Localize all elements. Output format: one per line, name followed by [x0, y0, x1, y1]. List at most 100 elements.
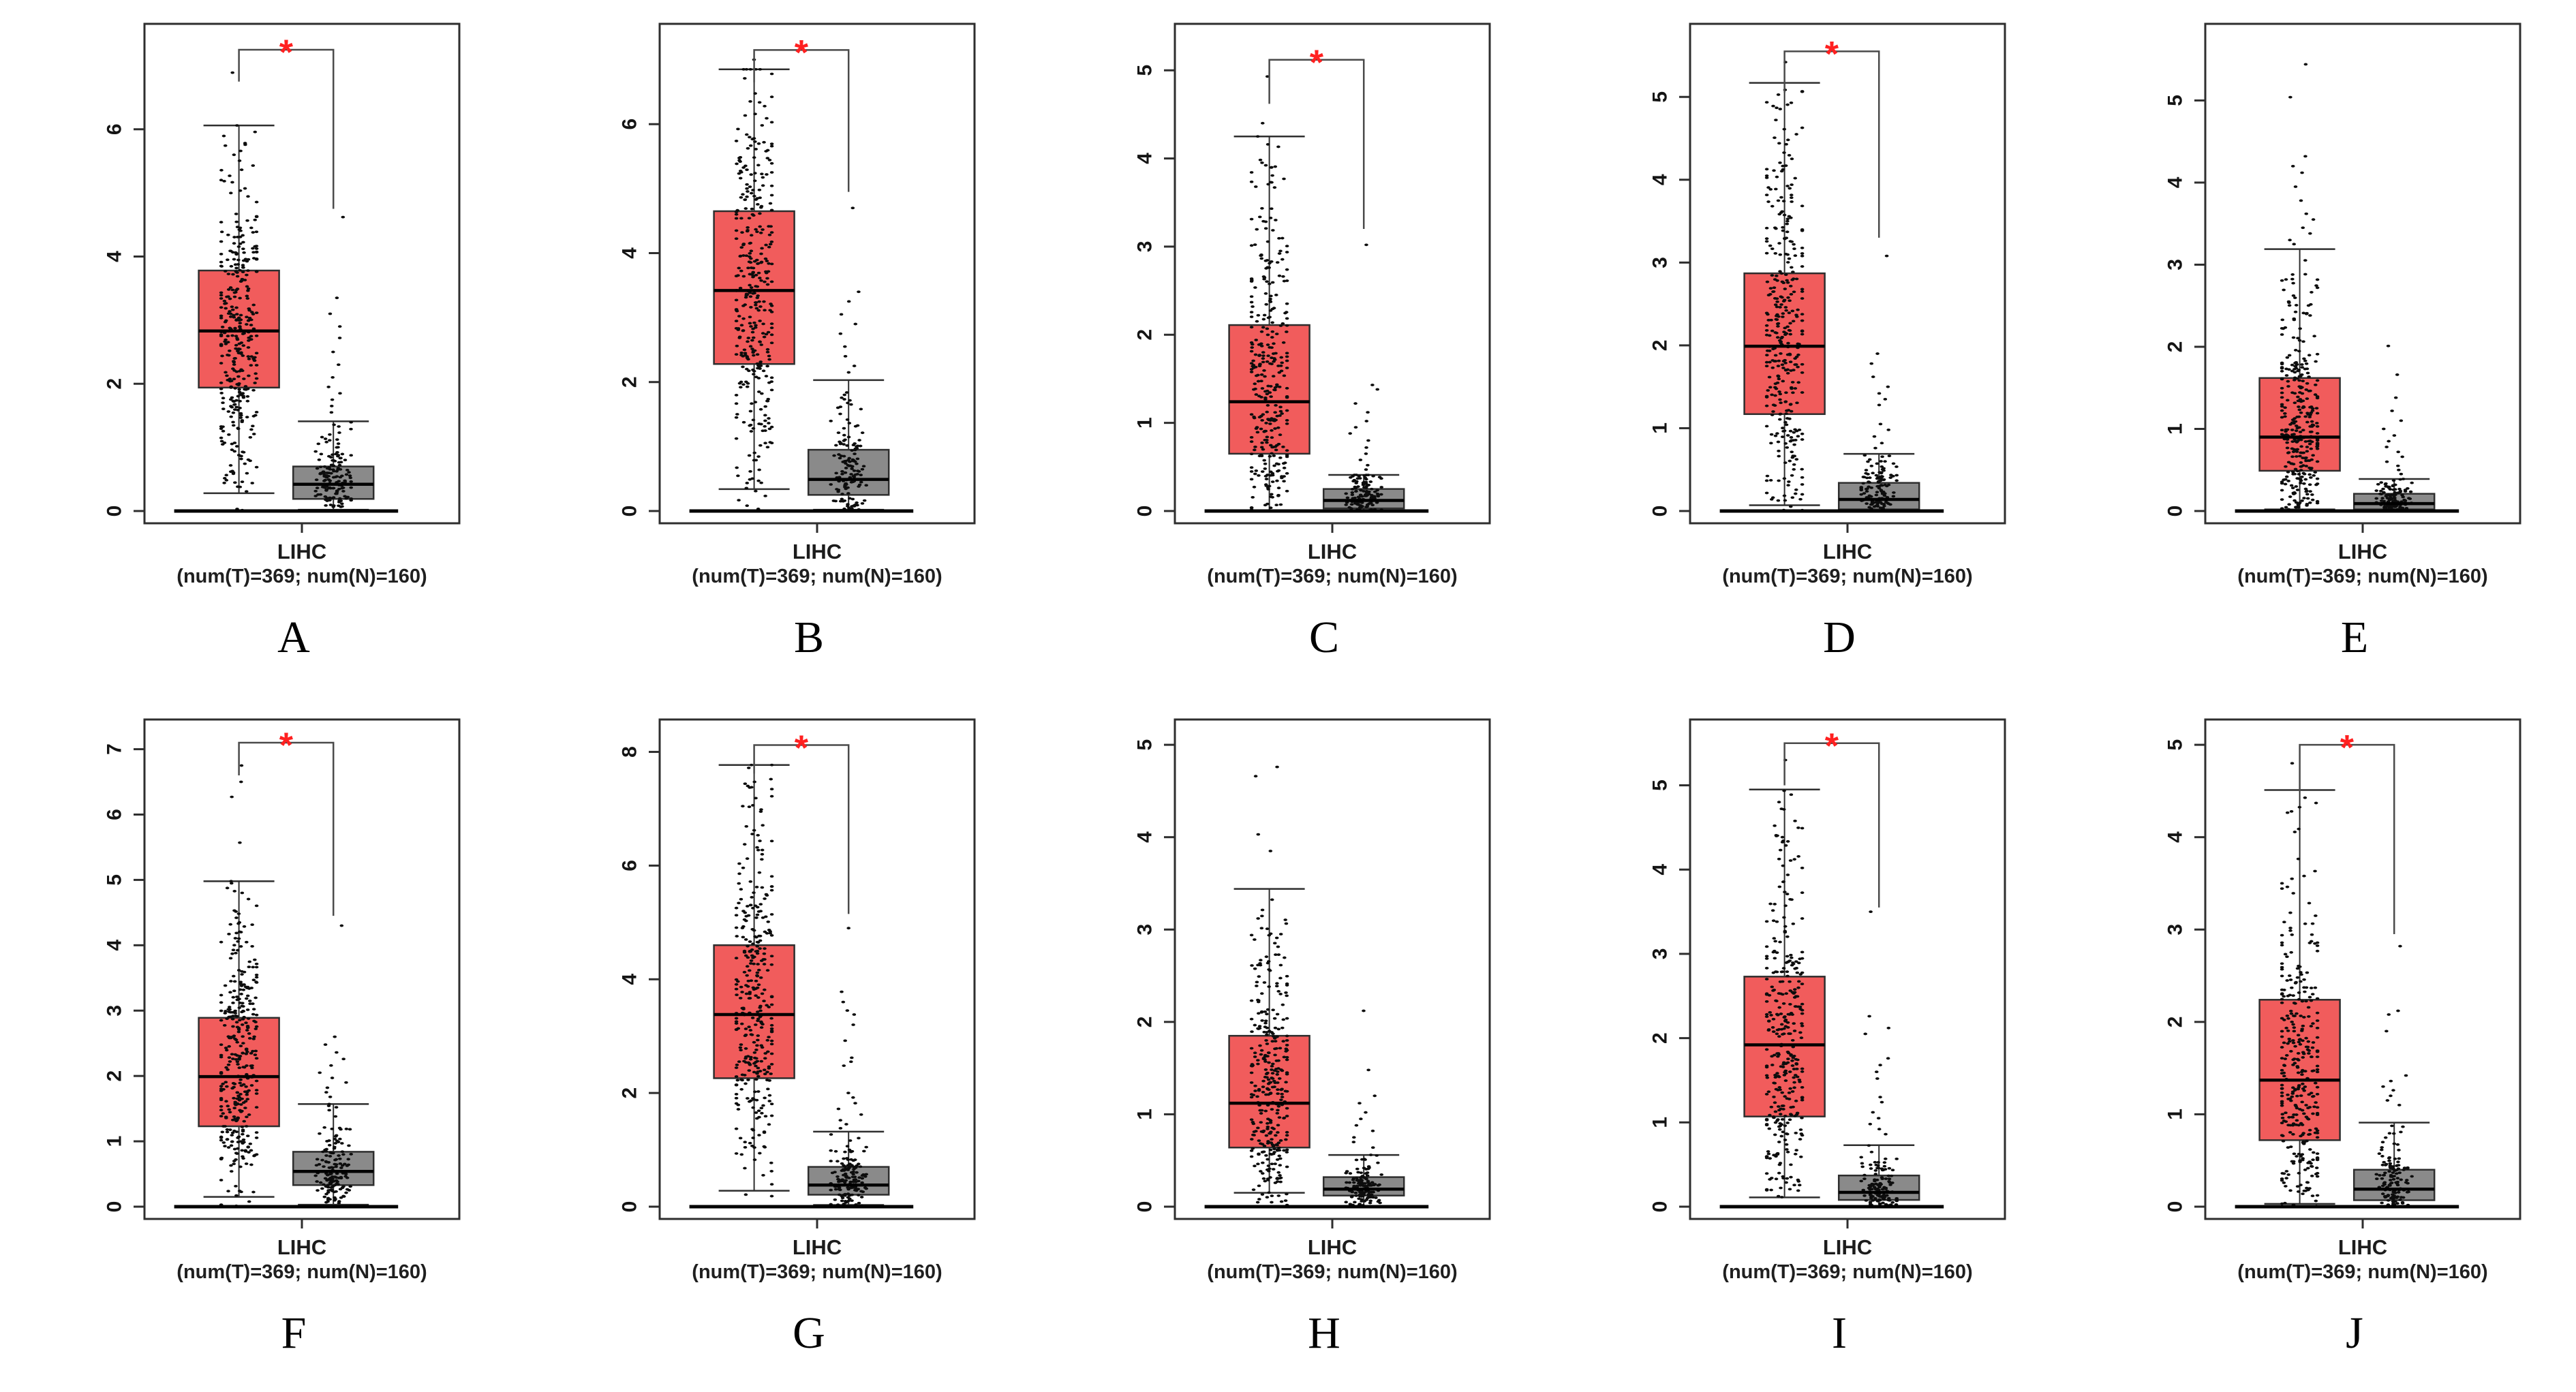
svg-text:4: 4: [1134, 831, 1156, 843]
svg-text:3: 3: [2164, 259, 2187, 270]
boxplot-canvas-d: 0 1 2 3 4 5 *: [1649, 22, 2006, 533]
svg-text:*: *: [795, 33, 809, 73]
svg-text:3: 3: [1134, 241, 1156, 253]
svg-text:8: 8: [619, 746, 641, 758]
panel-letter: C: [1308, 613, 1340, 662]
svg-text:*: *: [279, 33, 294, 73]
svg-text:2: 2: [2164, 341, 2187, 353]
svg-text:2: 2: [619, 1087, 641, 1099]
x-axis-label: LIHC: [2337, 540, 2388, 563]
x-axis-label: LIHC: [2337, 1235, 2388, 1259]
svg-text:4: 4: [619, 247, 641, 259]
svg-text:6: 6: [619, 860, 641, 871]
svg-text:3: 3: [1649, 257, 1672, 268]
svg-text:1: 1: [2164, 423, 2187, 435]
sample-size-label: (num(T)=369; num(N)=160): [692, 1261, 942, 1283]
sample-size-label: (num(T)=369; num(N)=160): [177, 566, 427, 587]
sample-size-label: (num(T)=369; num(N)=160): [692, 566, 942, 587]
svg-text:*: *: [279, 726, 294, 766]
svg-text:4: 4: [104, 251, 126, 262]
boxplot-panel-g: 0 2 4 6 8 * LIHC (num(T)=369; num(N)=160) G: [515, 696, 1030, 1392]
svg-text:6: 6: [104, 123, 126, 135]
sample-size-label: (num(T)=369; num(N)=160): [2237, 566, 2488, 587]
svg-text:5: 5: [1649, 91, 1672, 103]
panel-letter: A: [277, 613, 310, 662]
svg-text:2: 2: [619, 376, 641, 388]
svg-text:3: 3: [104, 1005, 126, 1017]
x-axis-label: LIHC: [277, 1235, 327, 1259]
svg-text:1: 1: [1649, 422, 1672, 434]
x-axis-label: LIHC: [1307, 540, 1358, 563]
boxplot-canvas-b: 0 2 4 6 *: [619, 22, 976, 533]
boxplot-panel-d: 0 1 2 3 4 5 * LIHC (num(T)=369; num(N)=160) D: [1546, 0, 2061, 696]
panel-letter: G: [793, 1308, 825, 1358]
panel-letter: J: [2346, 1308, 2363, 1358]
svg-text:5: 5: [104, 874, 126, 886]
svg-text:*: *: [1310, 43, 1324, 82]
panel-letter: D: [1823, 613, 1856, 662]
svg-text:*: *: [795, 728, 809, 768]
sample-size-label: (num(T)=369; num(N)=160): [1722, 1261, 1973, 1283]
boxplot-canvas-c: 0 1 2 3 4 5 *: [1134, 22, 1491, 533]
svg-text:0: 0: [619, 506, 641, 517]
svg-text:6: 6: [619, 119, 641, 130]
boxplot-canvas-g: 0 2 4 6 8 *: [619, 718, 976, 1228]
svg-text:2: 2: [1134, 1017, 1156, 1028]
svg-text:2: 2: [1649, 1032, 1672, 1044]
svg-text:5: 5: [1134, 739, 1156, 751]
svg-text:2: 2: [1649, 340, 1672, 352]
panel-letter: E: [2340, 613, 2369, 662]
x-axis-label: LIHC: [277, 540, 327, 563]
boxplot-canvas-a: 0 2 4 6 *: [104, 22, 461, 533]
svg-text:*: *: [1825, 35, 1839, 74]
sample-size-label: (num(T)=369; num(N)=160): [1207, 566, 1458, 587]
svg-text:0: 0: [1649, 1201, 1672, 1213]
boxplot-panel-e: 0 1 2 3 4 5 LIHC (num(T)=369; num(N)=160) E: [2061, 0, 2576, 696]
boxplot-canvas-h: 0 1 2 3 4 5: [1134, 718, 1491, 1228]
svg-text:0: 0: [619, 1201, 641, 1213]
panel-letter: F: [281, 1308, 307, 1358]
svg-text:4: 4: [619, 974, 641, 985]
boxplot-canvas-e: 0 1 2 3 4 5: [2164, 22, 2521, 533]
svg-text:5: 5: [2164, 95, 2187, 106]
sample-size-label: (num(T)=369; num(N)=160): [1207, 1261, 1458, 1283]
x-axis-label: LIHC: [792, 1235, 842, 1259]
svg-text:2: 2: [104, 378, 126, 390]
svg-text:1: 1: [1649, 1117, 1672, 1128]
svg-text:4: 4: [1649, 864, 1672, 876]
svg-text:0: 0: [104, 1201, 126, 1213]
sample-size-label: (num(T)=369; num(N)=160): [1722, 566, 1973, 587]
svg-text:0: 0: [1134, 506, 1156, 517]
svg-text:4: 4: [2164, 176, 2187, 188]
boxplot-panel-a: 0 2 4 6 * LIHC (num(T)=369; num(N)=160) A: [0, 0, 515, 696]
x-axis-label: LIHC: [1822, 1235, 1873, 1259]
svg-text:0: 0: [1649, 506, 1672, 517]
x-axis-label: LIHC: [792, 540, 842, 563]
panel-letter: B: [793, 613, 825, 662]
svg-text:7: 7: [104, 743, 126, 755]
svg-text:3: 3: [1134, 924, 1156, 935]
svg-text:4: 4: [104, 940, 126, 951]
svg-text:3: 3: [1649, 948, 1672, 960]
sample-size-label: (num(T)=369; num(N)=160): [177, 1261, 427, 1283]
boxplot-panel-j: 0 1 2 3 4 5 * LIHC (num(T)=369; num(N)=160) J: [2061, 696, 2576, 1392]
svg-text:2: 2: [1134, 329, 1156, 341]
boxplot-panel-i: 0 1 2 3 4 5 * LIHC (num(T)=369; num(N)=160) I: [1546, 696, 2061, 1392]
svg-text:1: 1: [104, 1136, 126, 1147]
svg-text:6: 6: [104, 809, 126, 820]
panel-letter: I: [1832, 1308, 1847, 1358]
svg-text:0: 0: [1134, 1201, 1156, 1213]
svg-text:4: 4: [1134, 153, 1156, 164]
boxplot-panel-b: 0 2 4 6 * LIHC (num(T)=369; num(N)=160) B: [515, 0, 1030, 696]
svg-text:0: 0: [2164, 506, 2187, 517]
boxplot-canvas-f: 0 1 2 3 4 5 6 7 *: [104, 718, 461, 1228]
boxplot-panel-f: 0 1 2 3 4 5 6 7 * LIHC (num(T)=369; num(N)=160) …: [0, 696, 515, 1392]
svg-text:2: 2: [104, 1070, 126, 1082]
svg-text:1: 1: [1134, 1109, 1156, 1120]
boxplot-panel-h: 0 1 2 3 4 5 LIHC (num(T)=369; num(N)=160) H: [1030, 696, 1546, 1392]
svg-text:0: 0: [104, 506, 126, 517]
svg-text:4: 4: [1649, 174, 1672, 185]
